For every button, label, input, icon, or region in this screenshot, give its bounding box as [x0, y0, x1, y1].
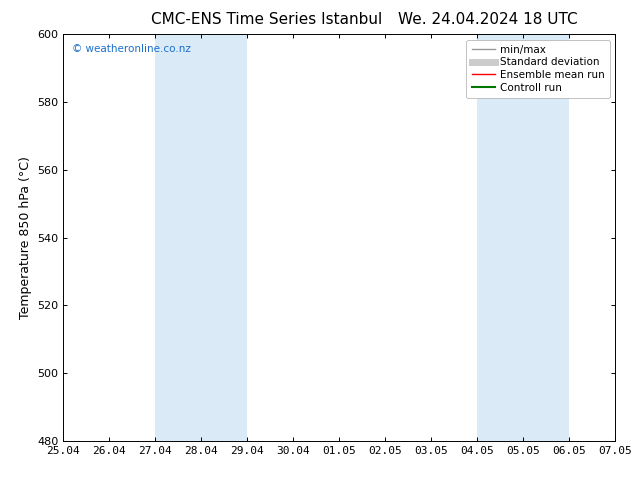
Text: CMC-ENS Time Series Istanbul: CMC-ENS Time Series Istanbul — [151, 12, 382, 27]
Bar — [477, 34, 569, 441]
Bar — [155, 34, 247, 441]
Legend: min/max, Standard deviation, Ensemble mean run, Controll run: min/max, Standard deviation, Ensemble me… — [467, 40, 610, 98]
Y-axis label: Temperature 850 hPa (°C): Temperature 850 hPa (°C) — [19, 156, 32, 319]
Text: © weatheronline.co.nz: © weatheronline.co.nz — [72, 45, 191, 54]
Text: We. 24.04.2024 18 UTC: We. 24.04.2024 18 UTC — [398, 12, 578, 27]
